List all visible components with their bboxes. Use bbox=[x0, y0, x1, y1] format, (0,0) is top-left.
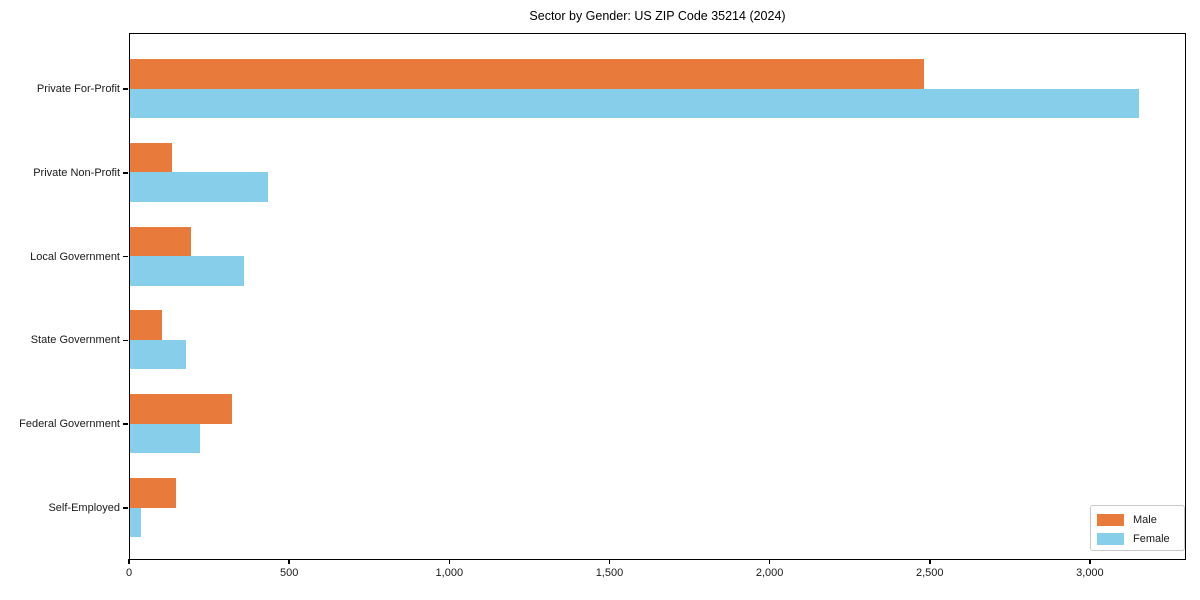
legend-entry-female: Female bbox=[1097, 529, 1184, 548]
legend: Male Female bbox=[1090, 505, 1185, 551]
x-tick-mark bbox=[768, 559, 771, 564]
bar-male-state-government bbox=[130, 310, 163, 340]
y-tick-mark bbox=[123, 88, 128, 90]
y-tick-label-federal-government: Federal Government bbox=[19, 418, 120, 431]
bar-female-state-government bbox=[130, 339, 187, 370]
x-tick-label-500: 500 bbox=[279, 567, 299, 579]
plot-area bbox=[129, 33, 1186, 560]
y-tick-label-local-government: Local Government bbox=[30, 250, 120, 263]
bar-male-private-for-profit bbox=[130, 59, 925, 89]
bar-female-local-government bbox=[130, 256, 244, 286]
bar-female-federal-government bbox=[130, 423, 201, 454]
x-tick-mark bbox=[288, 559, 290, 564]
y-tick-label-private-for-profit: Private For-Profit bbox=[36, 83, 120, 95]
chart-title: Sector by Gender: US ZIP Code 35214 (202… bbox=[529, 9, 786, 23]
legend-entry-male: Male bbox=[1097, 510, 1184, 529]
y-tick-mark bbox=[123, 255, 128, 258]
legend-swatch-female bbox=[1097, 532, 1124, 545]
x-tick-label-2500: 2,500 bbox=[915, 567, 944, 579]
y-tick-label-private-non-profit: Private Non-Profit bbox=[33, 166, 120, 179]
bar-male-federal-government bbox=[130, 394, 233, 424]
x-tick-mark bbox=[128, 559, 130, 564]
x-tick-label-1500: 1,500 bbox=[595, 567, 624, 579]
legend-label-female: Female bbox=[1133, 532, 1170, 545]
x-tick-mark bbox=[929, 559, 931, 564]
y-tick-mark bbox=[123, 423, 128, 425]
legend-label-male: Male bbox=[1133, 513, 1157, 526]
bar-male-private-non-profit bbox=[130, 142, 172, 173]
x-tick-mark bbox=[448, 559, 451, 564]
y-tick-mark bbox=[123, 339, 128, 342]
x-tick-mark bbox=[608, 559, 611, 564]
bar-male-local-government bbox=[130, 226, 191, 257]
bar-female-private-for-profit bbox=[130, 88, 1139, 118]
bar-male-self-employed bbox=[130, 478, 177, 508]
x-tick-mark bbox=[1089, 559, 1091, 564]
x-tick-label-1000: 1,000 bbox=[435, 567, 464, 579]
y-tick-mark bbox=[123, 172, 128, 174]
bar-female-private-non-profit bbox=[130, 172, 268, 202]
y-tick-label-state-government: State Government bbox=[30, 334, 120, 347]
bar-female-self-employed bbox=[130, 507, 142, 537]
y-tick-label-self-employed: Self-Employed bbox=[48, 502, 120, 514]
legend-swatch-male bbox=[1097, 513, 1124, 526]
x-tick-label-3000: 3,000 bbox=[1076, 567, 1104, 579]
x-tick-label-2000: 2,000 bbox=[755, 567, 784, 579]
x-tick-label-0: 0 bbox=[125, 567, 133, 579]
y-tick-mark bbox=[123, 507, 128, 509]
